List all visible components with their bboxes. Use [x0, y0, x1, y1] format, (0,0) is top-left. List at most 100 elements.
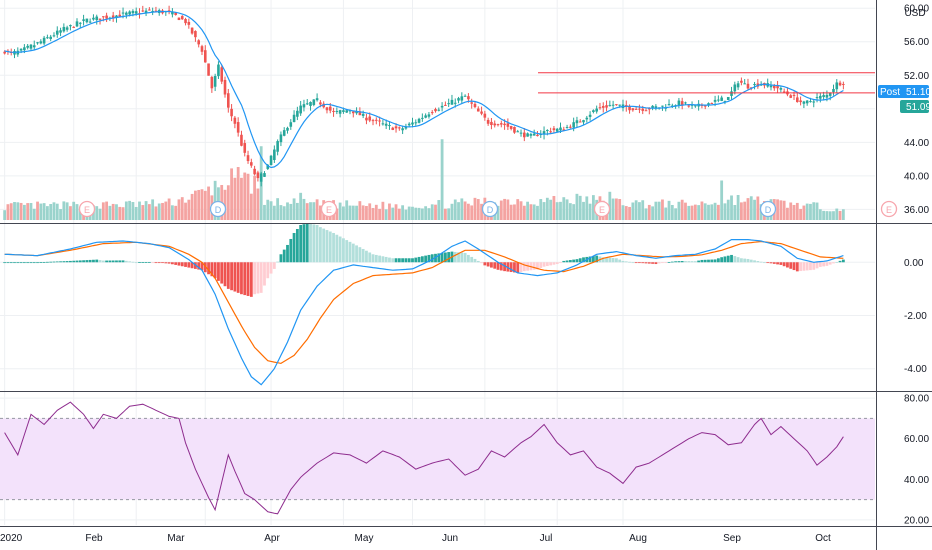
resistance-lines[interactable]: [538, 72, 875, 94]
macd-histogram-bar: [822, 262, 826, 267]
rsi-tick-label: 40.00: [904, 475, 929, 486]
macd-histogram-bar: [739, 258, 743, 263]
candle-body: [628, 106, 631, 111]
candle-body: [782, 91, 786, 93]
macd-histogram-bar: [661, 262, 664, 264]
candle-body: [809, 101, 812, 103]
candle-body: [717, 99, 720, 101]
volume-bar: [157, 203, 161, 220]
volume-bar: [779, 200, 783, 220]
candle-body: [776, 85, 779, 89]
macd-histogram-bar: [177, 262, 181, 266]
candle-body: [65, 27, 69, 30]
candle-body: [506, 123, 510, 127]
candle-body: [394, 126, 398, 129]
volume-bar: [549, 199, 553, 220]
candle-body: [555, 128, 559, 132]
macd-histogram-bar: [776, 262, 779, 265]
macd-histogram-bar: [611, 258, 615, 263]
macd-histogram-bar: [733, 256, 737, 263]
macd-histogram-bar: [220, 262, 224, 284]
volume-bar: [832, 211, 835, 220]
macd-histogram-bar: [582, 257, 585, 263]
candle-body: [641, 108, 645, 111]
macd-histogram-bar: [157, 262, 161, 264]
macd-histogram-bar: [22, 262, 26, 264]
candle-body: [230, 108, 233, 117]
macd-histogram-bar: [815, 262, 819, 269]
candle-body: [427, 114, 431, 117]
candle-body: [733, 84, 737, 92]
candle-body: [608, 105, 612, 107]
candle-body: [42, 37, 46, 44]
volume-bar: [470, 205, 474, 220]
volume-bar: [457, 202, 460, 220]
candle-body: [62, 26, 66, 32]
macd-histogram-bar: [430, 254, 434, 263]
candle-body: [36, 42, 39, 44]
time-axis[interactable]: 2020 Feb Mar Apr May Jun Jul Aug Sep Oct: [0, 533, 831, 544]
candle-body: [615, 104, 618, 106]
volume-bar: [335, 208, 339, 220]
candle-body: [582, 120, 585, 123]
candle-body: [476, 108, 480, 112]
candle-body: [516, 131, 520, 133]
volume-bar: [134, 206, 138, 220]
price-axis[interactable]: 60.0056.0052.0048.0044.0040.0036.000.00-…: [904, 4, 929, 527]
volume-bar: [177, 199, 181, 220]
volume-bar: [657, 201, 661, 220]
candle-body: [684, 102, 687, 104]
volume-bar: [154, 206, 158, 220]
candle-body: [98, 18, 102, 20]
volume-bar: [667, 200, 671, 220]
volume-bar: [513, 204, 516, 220]
price-tick-label: 36.00: [904, 205, 929, 216]
macd-histogram-bar: [756, 261, 760, 263]
volume-bar: [805, 203, 809, 220]
candle-body: [203, 50, 207, 63]
candle-body: [246, 155, 250, 162]
volume-bar: [167, 198, 171, 220]
macd-histogram-bar: [786, 262, 789, 268]
event-marker: [481, 200, 499, 218]
candle-body: [812, 101, 816, 103]
candle-body: [59, 30, 62, 33]
macd-histogram-bar: [131, 261, 135, 263]
macd-histogram-bar: [677, 261, 681, 263]
candle-body: [131, 10, 135, 14]
macd-histogram-bar: [249, 262, 253, 297]
macd-histogram-bar: [365, 250, 368, 263]
candle-body: [184, 19, 187, 24]
price-tick-label: 56.00: [904, 37, 929, 48]
macd-histogram-bar: [332, 232, 335, 263]
candle-body: [269, 155, 273, 165]
candle-body: [240, 134, 243, 146]
macd-histogram-bar: [545, 262, 549, 267]
macd-histogram-bar: [348, 241, 352, 263]
moving-average-line: [4, 10, 844, 169]
volume-bar: [184, 202, 187, 220]
macd-histogram-bar: [75, 260, 79, 263]
macd-histogram-bar: [680, 261, 684, 263]
macd-histogram-bar: [138, 262, 141, 263]
volume-bar: [621, 205, 625, 220]
candle-body: [263, 173, 266, 177]
macd-histogram-bar: [111, 260, 115, 263]
macd-histogram-bar: [638, 262, 641, 264]
macd-histogram-bar: [46, 261, 49, 263]
macd-histogram-bar: [269, 262, 273, 274]
event-marker-label: D: [215, 205, 222, 215]
macd-histogram-bar: [230, 262, 233, 291]
volume-bar: [651, 206, 654, 220]
macd-histogram-bar: [486, 262, 490, 267]
volume-bar: [447, 208, 451, 220]
candle-body: [85, 18, 89, 23]
macd-histogram-bar: [697, 260, 701, 263]
candle-body: [328, 106, 332, 111]
macd-histogram-bar: [664, 262, 668, 264]
volume-bar: [404, 209, 408, 220]
macd-histogram-bar: [180, 262, 184, 267]
